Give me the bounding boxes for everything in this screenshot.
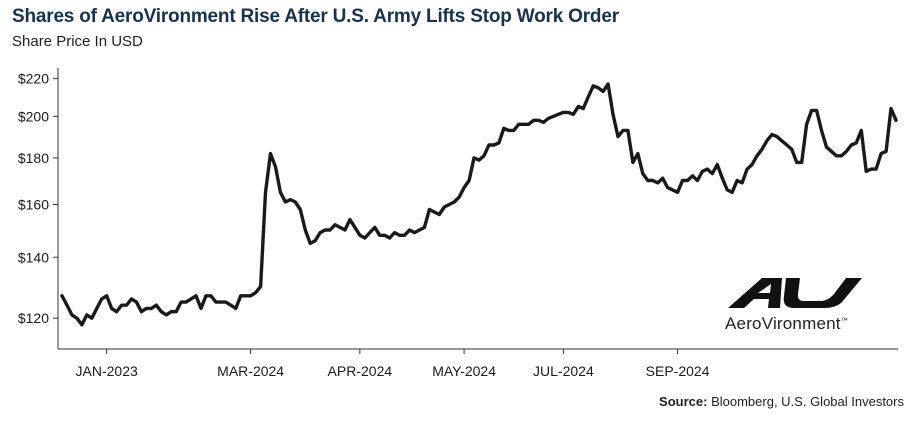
- y-tick-label: $160: [18, 196, 49, 212]
- chart-subtitle: Share Price In USD: [12, 33, 143, 50]
- x-axis: JAN-2023 MAR-2024 APR-2024 MAY-2024 JUL-2024…: [58, 348, 898, 379]
- y-tick-label: $140: [18, 249, 49, 265]
- chart-title: Shares of AeroVironment Rise After U.S. …: [12, 6, 619, 27]
- source-label: Source:: [659, 394, 708, 409]
- y-tick-label: $200: [18, 108, 49, 124]
- series-line: [60, 82, 898, 327]
- source-note: Source: Bloomberg, U.S. Global Investors: [659, 394, 904, 409]
- y-axis: $120 $140 $160 $180 $200 $220: [18, 68, 59, 349]
- x-tick-label: SEP-2024: [646, 363, 710, 379]
- y-tick-label: $220: [18, 71, 49, 87]
- x-tick-label: APR-2024: [328, 363, 393, 379]
- series-group: [60, 82, 898, 327]
- logo-trademark: ™: [840, 317, 848, 325]
- x-tick-label: JUL-2024: [533, 363, 594, 379]
- aerovironment-logo-icon: [728, 278, 862, 308]
- x-tick-label: MAY-2024: [432, 363, 496, 379]
- source-text: Bloomberg, U.S. Global Investors: [711, 394, 904, 409]
- x-tick-label: MAR-2024: [217, 363, 284, 379]
- y-tick-label: $120: [18, 310, 49, 326]
- logo-wordmark: AeroVironment™: [725, 314, 848, 334]
- y-tick-label: $180: [18, 150, 49, 166]
- x-tick-label: JAN-2023: [76, 363, 138, 379]
- logo-name: AeroVironment: [725, 314, 841, 333]
